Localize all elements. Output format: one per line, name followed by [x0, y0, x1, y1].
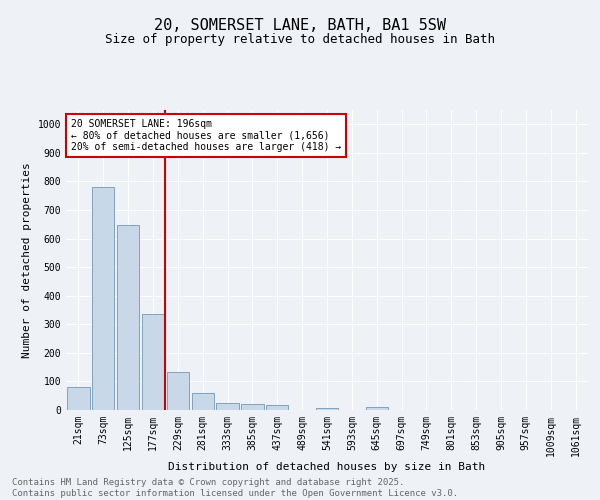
Bar [316, 408, 338, 410]
X-axis label: Distribution of detached houses by size in Bath: Distribution of detached houses by size … [169, 462, 485, 471]
Text: Size of property relative to detached houses in Bath: Size of property relative to detached ho… [105, 32, 495, 46]
Bar [217, 404, 239, 410]
Bar [241, 404, 263, 410]
Text: 20, SOMERSET LANE, BATH, BA1 5SW: 20, SOMERSET LANE, BATH, BA1 5SW [154, 18, 446, 32]
Bar [167, 372, 189, 410]
Bar [92, 186, 115, 410]
Bar [191, 393, 214, 410]
Bar [67, 386, 89, 410]
Bar [117, 225, 139, 410]
Bar [365, 408, 388, 410]
Bar [266, 405, 289, 410]
Text: 20 SOMERSET LANE: 196sqm
← 80% of detached houses are smaller (1,656)
20% of sem: 20 SOMERSET LANE: 196sqm ← 80% of detach… [71, 119, 341, 152]
Y-axis label: Number of detached properties: Number of detached properties [22, 162, 32, 358]
Text: Contains HM Land Registry data © Crown copyright and database right 2025.
Contai: Contains HM Land Registry data © Crown c… [12, 478, 458, 498]
Bar [142, 314, 164, 410]
